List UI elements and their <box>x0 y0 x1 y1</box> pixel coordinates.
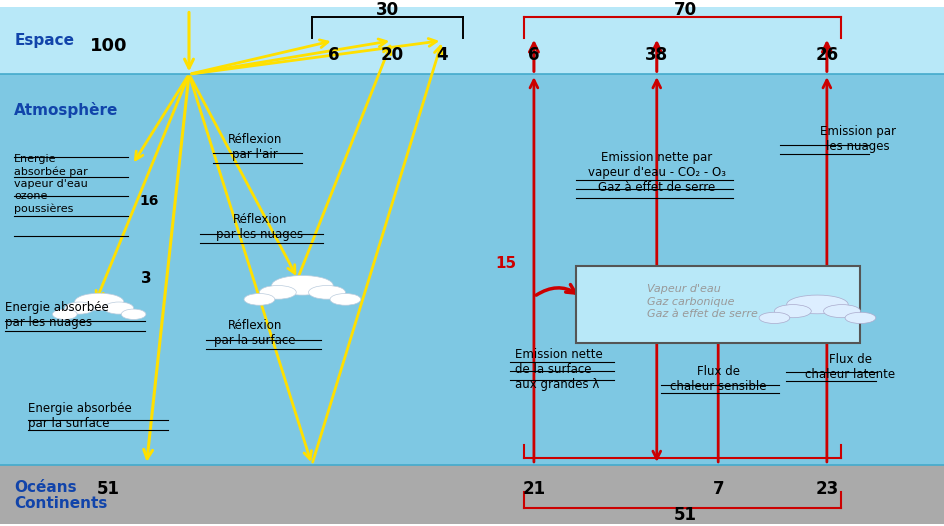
Bar <box>0 7 944 74</box>
Text: Réflexion
par la surface: Réflexion par la surface <box>214 319 295 347</box>
Text: 100: 100 <box>90 37 127 55</box>
Text: 3: 3 <box>141 271 152 286</box>
Text: 23: 23 <box>815 480 837 498</box>
Ellipse shape <box>75 293 124 310</box>
FancyArrowPatch shape <box>135 77 187 160</box>
FancyArrowPatch shape <box>821 43 831 72</box>
Text: 15: 15 <box>495 256 515 270</box>
FancyArrowPatch shape <box>529 43 538 72</box>
FancyArrowPatch shape <box>714 282 721 462</box>
Text: 6: 6 <box>328 46 339 64</box>
Text: 7: 7 <box>712 480 723 498</box>
Ellipse shape <box>272 276 332 295</box>
Bar <box>0 74 944 465</box>
Ellipse shape <box>773 305 810 318</box>
Ellipse shape <box>844 312 875 323</box>
Ellipse shape <box>65 302 94 314</box>
Ellipse shape <box>244 294 275 305</box>
FancyArrowPatch shape <box>822 282 830 462</box>
Text: 6: 6 <box>528 46 539 64</box>
FancyArrowPatch shape <box>651 43 661 72</box>
Ellipse shape <box>259 286 295 299</box>
Ellipse shape <box>822 305 859 318</box>
FancyBboxPatch shape <box>576 266 859 343</box>
Text: 70: 70 <box>673 1 696 18</box>
FancyArrowPatch shape <box>652 279 660 459</box>
Text: Energie absorbée
par les nuages: Energie absorbée par les nuages <box>5 301 109 329</box>
Ellipse shape <box>785 295 847 314</box>
Text: Atmosphère: Atmosphère <box>14 103 118 118</box>
FancyArrowPatch shape <box>652 80 660 273</box>
FancyArrowPatch shape <box>312 46 442 462</box>
FancyArrowPatch shape <box>530 80 537 462</box>
Text: 21: 21 <box>522 480 545 498</box>
FancyArrowPatch shape <box>192 40 328 74</box>
Ellipse shape <box>104 302 133 314</box>
Text: Vapeur d'eau
Gaz carbonique
Gaz à effet de serre: Vapeur d'eau Gaz carbonique Gaz à effet … <box>647 285 757 319</box>
Text: Emission par
les nuages: Emission par les nuages <box>819 125 895 153</box>
Ellipse shape <box>308 286 346 299</box>
Text: Flux de
chaleur latente: Flux de chaleur latente <box>804 352 895 380</box>
FancyArrowPatch shape <box>184 12 194 68</box>
Text: 30: 30 <box>376 1 398 18</box>
Text: Energie absorbée
par la surface: Energie absorbée par la surface <box>28 402 132 430</box>
Text: Océans
Continents: Océans Continents <box>14 480 108 511</box>
Text: 16: 16 <box>140 195 160 208</box>
FancyArrowPatch shape <box>143 77 189 459</box>
Text: Emission nette
de la surface
aux grandes λ: Emission nette de la surface aux grandes… <box>514 348 602 391</box>
FancyArrowPatch shape <box>192 38 436 74</box>
Bar <box>0 465 944 524</box>
Text: Flux de
chaleur sensible: Flux de chaleur sensible <box>669 366 766 393</box>
FancyArrowPatch shape <box>535 285 575 295</box>
FancyArrowPatch shape <box>190 77 295 274</box>
FancyArrowPatch shape <box>192 39 386 74</box>
Text: Réflexion
par les nuages: Réflexion par les nuages <box>216 213 303 241</box>
Text: Espace: Espace <box>14 33 74 48</box>
Text: Réflexion
par l'air: Réflexion par l'air <box>228 133 282 160</box>
Text: 38: 38 <box>645 46 667 64</box>
FancyArrowPatch shape <box>96 77 188 299</box>
Text: 51: 51 <box>673 506 696 524</box>
FancyArrowPatch shape <box>190 77 312 459</box>
Text: 4: 4 <box>436 46 447 64</box>
Text: 20: 20 <box>380 46 403 64</box>
Text: Energie
absorbée par
vapeur d'eau
ozone
poussières: Energie absorbée par vapeur d'eau ozone … <box>14 155 88 214</box>
FancyArrowPatch shape <box>822 80 830 273</box>
Text: Emission nette par
vapeur d'eau - CO₂ - O₃
Gaz à effet de serre: Emission nette par vapeur d'eau - CO₂ - … <box>587 151 725 194</box>
FancyArrowPatch shape <box>298 46 390 276</box>
Ellipse shape <box>53 309 77 319</box>
Ellipse shape <box>121 309 145 319</box>
Text: 26: 26 <box>815 46 837 64</box>
Text: 51: 51 <box>97 480 120 498</box>
Ellipse shape <box>758 312 789 323</box>
Ellipse shape <box>329 294 361 305</box>
